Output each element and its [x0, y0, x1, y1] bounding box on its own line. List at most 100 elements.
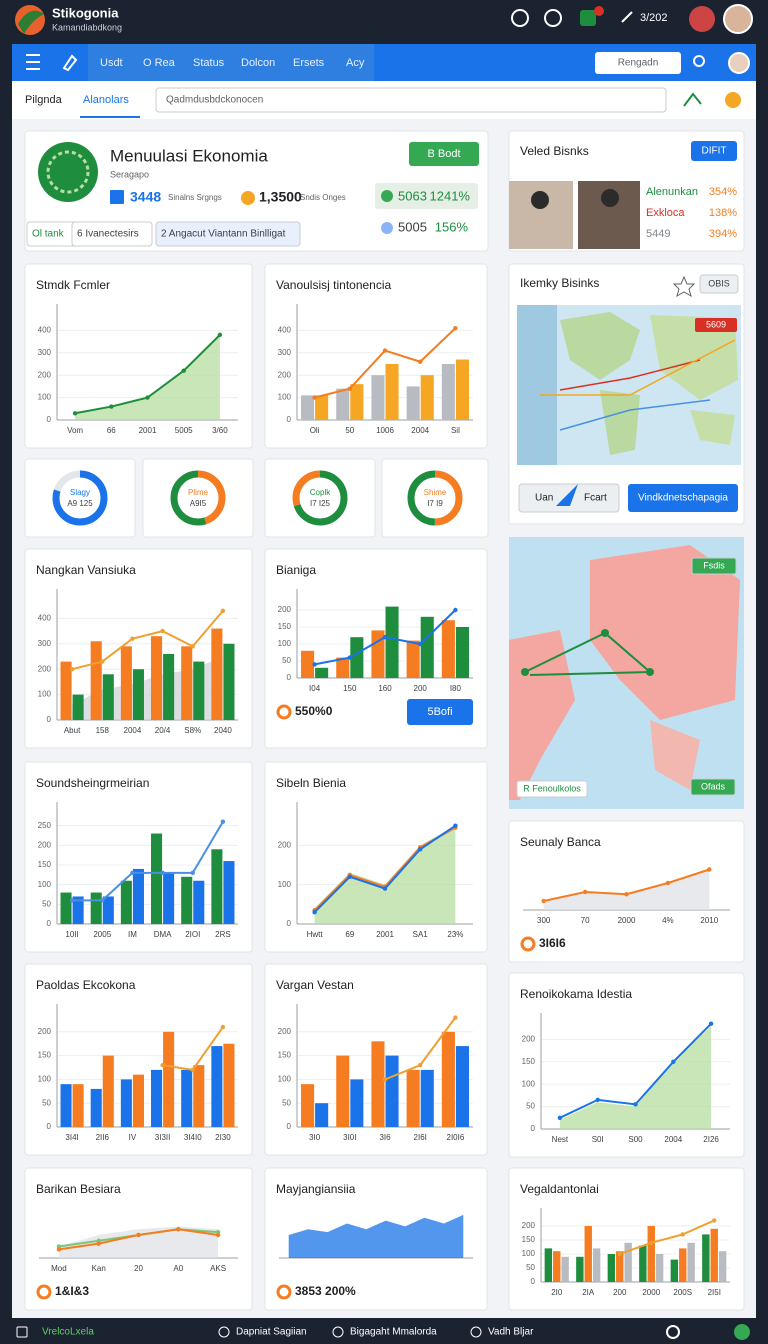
- hero-subtitle: Seragapo: [110, 169, 149, 179]
- point: [56, 1247, 62, 1252]
- tab[interactable]: Pilgnda: [25, 94, 63, 106]
- tab[interactable]: Alanolars: [83, 94, 129, 106]
- x-tick-label: 158: [96, 726, 110, 735]
- footer-item[interactable]: VrelcoLxela: [42, 1327, 94, 1338]
- bar: [315, 1103, 329, 1127]
- bar: [181, 1069, 193, 1127]
- bar: [315, 667, 329, 678]
- bar: [647, 1226, 655, 1282]
- nav-item[interactable]: Dolcon: [241, 57, 275, 69]
- y-tick-label: 200: [522, 1035, 536, 1044]
- line: [71, 610, 224, 671]
- y-tick-label: 0: [47, 715, 52, 724]
- chart-footer: 3853 200%: [295, 1284, 356, 1298]
- point: [130, 636, 135, 641]
- search-box[interactable]: [595, 52, 681, 74]
- point: [541, 898, 546, 904]
- icon-button[interactable]: [544, 9, 562, 27]
- bar: [60, 661, 72, 720]
- y-tick-label: 400: [38, 614, 52, 623]
- bar: [72, 896, 84, 924]
- row-value: 354%: [709, 186, 737, 198]
- hero-tab-label: 6 Ivanectesirs: [77, 229, 139, 240]
- button[interactable]: [407, 699, 473, 725]
- y-tick-label: 300: [38, 639, 52, 648]
- bar: [132, 868, 144, 924]
- nav-item[interactable]: Ersets: [293, 57, 325, 69]
- nav-item[interactable]: Acy: [346, 57, 365, 69]
- search-input[interactable]: [155, 87, 667, 113]
- avatar[interactable]: [728, 52, 750, 74]
- x-tick-label: 50: [345, 426, 354, 435]
- y-tick-label: 200: [522, 1221, 536, 1230]
- donut-segment: [52, 470, 108, 526]
- x-tick-label: 3I4I0: [184, 1133, 202, 1142]
- x-tick-label: 2IOI: [185, 930, 200, 939]
- footer-item[interactable]: Bigagaht Mmalorda: [350, 1327, 437, 1338]
- bar: [60, 892, 72, 924]
- point: [312, 910, 317, 915]
- y-tick-label: 0: [287, 919, 292, 928]
- x-tick-label: DMA: [154, 930, 172, 939]
- card: [264, 458, 376, 538]
- avatar[interactable]: [723, 4, 753, 34]
- button-label: Uan: [535, 493, 553, 504]
- x-tick-label: 160: [378, 684, 392, 693]
- button[interactable]: [628, 484, 738, 512]
- area: [58, 1226, 219, 1258]
- x-tick-label: 5005: [175, 426, 193, 435]
- bar: [301, 650, 315, 678]
- point: [680, 1232, 685, 1237]
- line: [619, 1219, 715, 1255]
- y-tick-label: 100: [38, 1075, 52, 1084]
- y-tick-label: 0: [531, 1124, 536, 1133]
- bar: [120, 880, 132, 924]
- point: [708, 1021, 714, 1026]
- icon: [381, 222, 393, 234]
- bar: [163, 872, 175, 924]
- point: [712, 1218, 717, 1223]
- x-tick-label: 2I5I: [708, 1288, 721, 1297]
- point: [220, 819, 226, 824]
- bar: [301, 1084, 315, 1127]
- nav-item[interactable]: O Rea: [143, 57, 176, 69]
- point: [418, 359, 423, 364]
- point: [69, 898, 75, 903]
- point: [633, 1102, 638, 1107]
- search-icon[interactable]: [693, 55, 705, 67]
- point: [220, 1024, 226, 1030]
- point: [624, 892, 629, 897]
- point: [220, 608, 226, 613]
- icon-button[interactable]: [580, 10, 596, 26]
- button[interactable]: [691, 141, 737, 161]
- donut-value: I7 I25: [310, 499, 331, 508]
- x-tick-label: 2000: [642, 1288, 660, 1297]
- x-tick-label: 2I0: [551, 1288, 563, 1297]
- nav-item[interactable]: Usdt: [100, 57, 123, 69]
- bar: [102, 1055, 114, 1127]
- icon: [241, 191, 255, 205]
- button[interactable]: [409, 142, 479, 166]
- x-tick-label: 2I26: [703, 1135, 719, 1144]
- bar: [90, 641, 102, 720]
- footer-icon: [36, 1284, 52, 1300]
- nav-item[interactable]: Status: [193, 57, 225, 69]
- footer-item[interactable]: Dapniat Sagiian: [236, 1327, 307, 1338]
- chart-title: Mayjangiansiia: [276, 1182, 356, 1196]
- hero-tab[interactable]: [71, 221, 153, 247]
- footer-item[interactable]: Vadh Bljar: [488, 1327, 534, 1338]
- hero-tab[interactable]: [155, 221, 301, 247]
- bar: [687, 1242, 695, 1282]
- bar: [193, 1065, 205, 1127]
- avatar[interactable]: [689, 6, 715, 32]
- y-tick-label: 200: [278, 840, 292, 849]
- donut-value: I7 I9: [427, 499, 443, 508]
- y-tick-label: 0: [287, 1122, 292, 1131]
- x-tick-label: Nest: [552, 1135, 569, 1144]
- x-tick-label: 23%: [447, 930, 463, 939]
- bar: [670, 1259, 679, 1282]
- point: [145, 395, 150, 400]
- icon-button[interactable]: [511, 9, 529, 27]
- y-tick-label: 200: [38, 370, 52, 379]
- button[interactable]: [699, 274, 739, 294]
